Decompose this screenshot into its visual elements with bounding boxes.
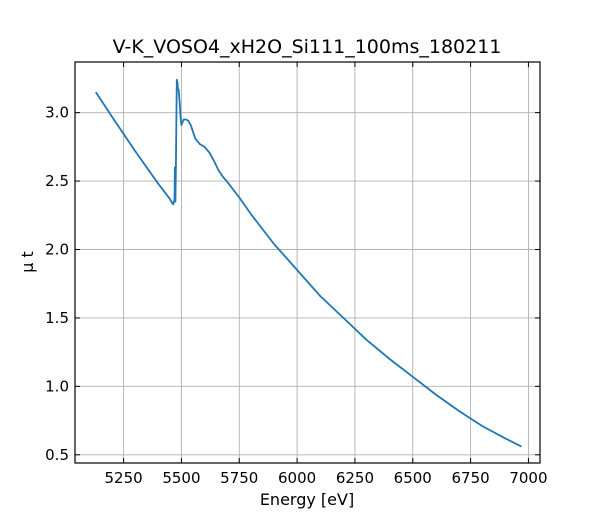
x-axis-label: Energy [eV]: [260, 490, 354, 509]
x-tick-label: 5750: [220, 469, 258, 487]
x-tick-label: 6000: [278, 469, 316, 487]
y-tick-label: 1.0: [45, 377, 69, 395]
x-tick-label: 6750: [452, 469, 490, 487]
y-tick-label: 1.5: [45, 309, 69, 327]
x-tick-label: 5500: [162, 469, 200, 487]
x-tick-label: 5250: [104, 469, 142, 487]
y-tick-label: 0.5: [45, 446, 69, 464]
y-axis-label: μ t: [18, 251, 37, 273]
x-tick-label: 6500: [394, 469, 432, 487]
y-tick-label: 2.0: [45, 240, 69, 258]
x-tick-label: 7000: [509, 469, 547, 487]
y-tick-label: 2.5: [45, 172, 69, 190]
series-line: [95, 78, 522, 448]
plot-area: [95, 78, 522, 448]
axis-ticks: 5250 5500 5750 6000 6250 6500 6750 7000 0.5 1.0 1.…: [45, 62, 548, 487]
chart-title: V-K_VOSO4_xH2O_Si111_100ms_180211: [113, 36, 502, 58]
plot-frame: [74, 61, 541, 464]
y-tick-label: 3.0: [45, 104, 69, 122]
x-tick-label: 6250: [336, 469, 374, 487]
grid-lines: [75, 62, 540, 463]
